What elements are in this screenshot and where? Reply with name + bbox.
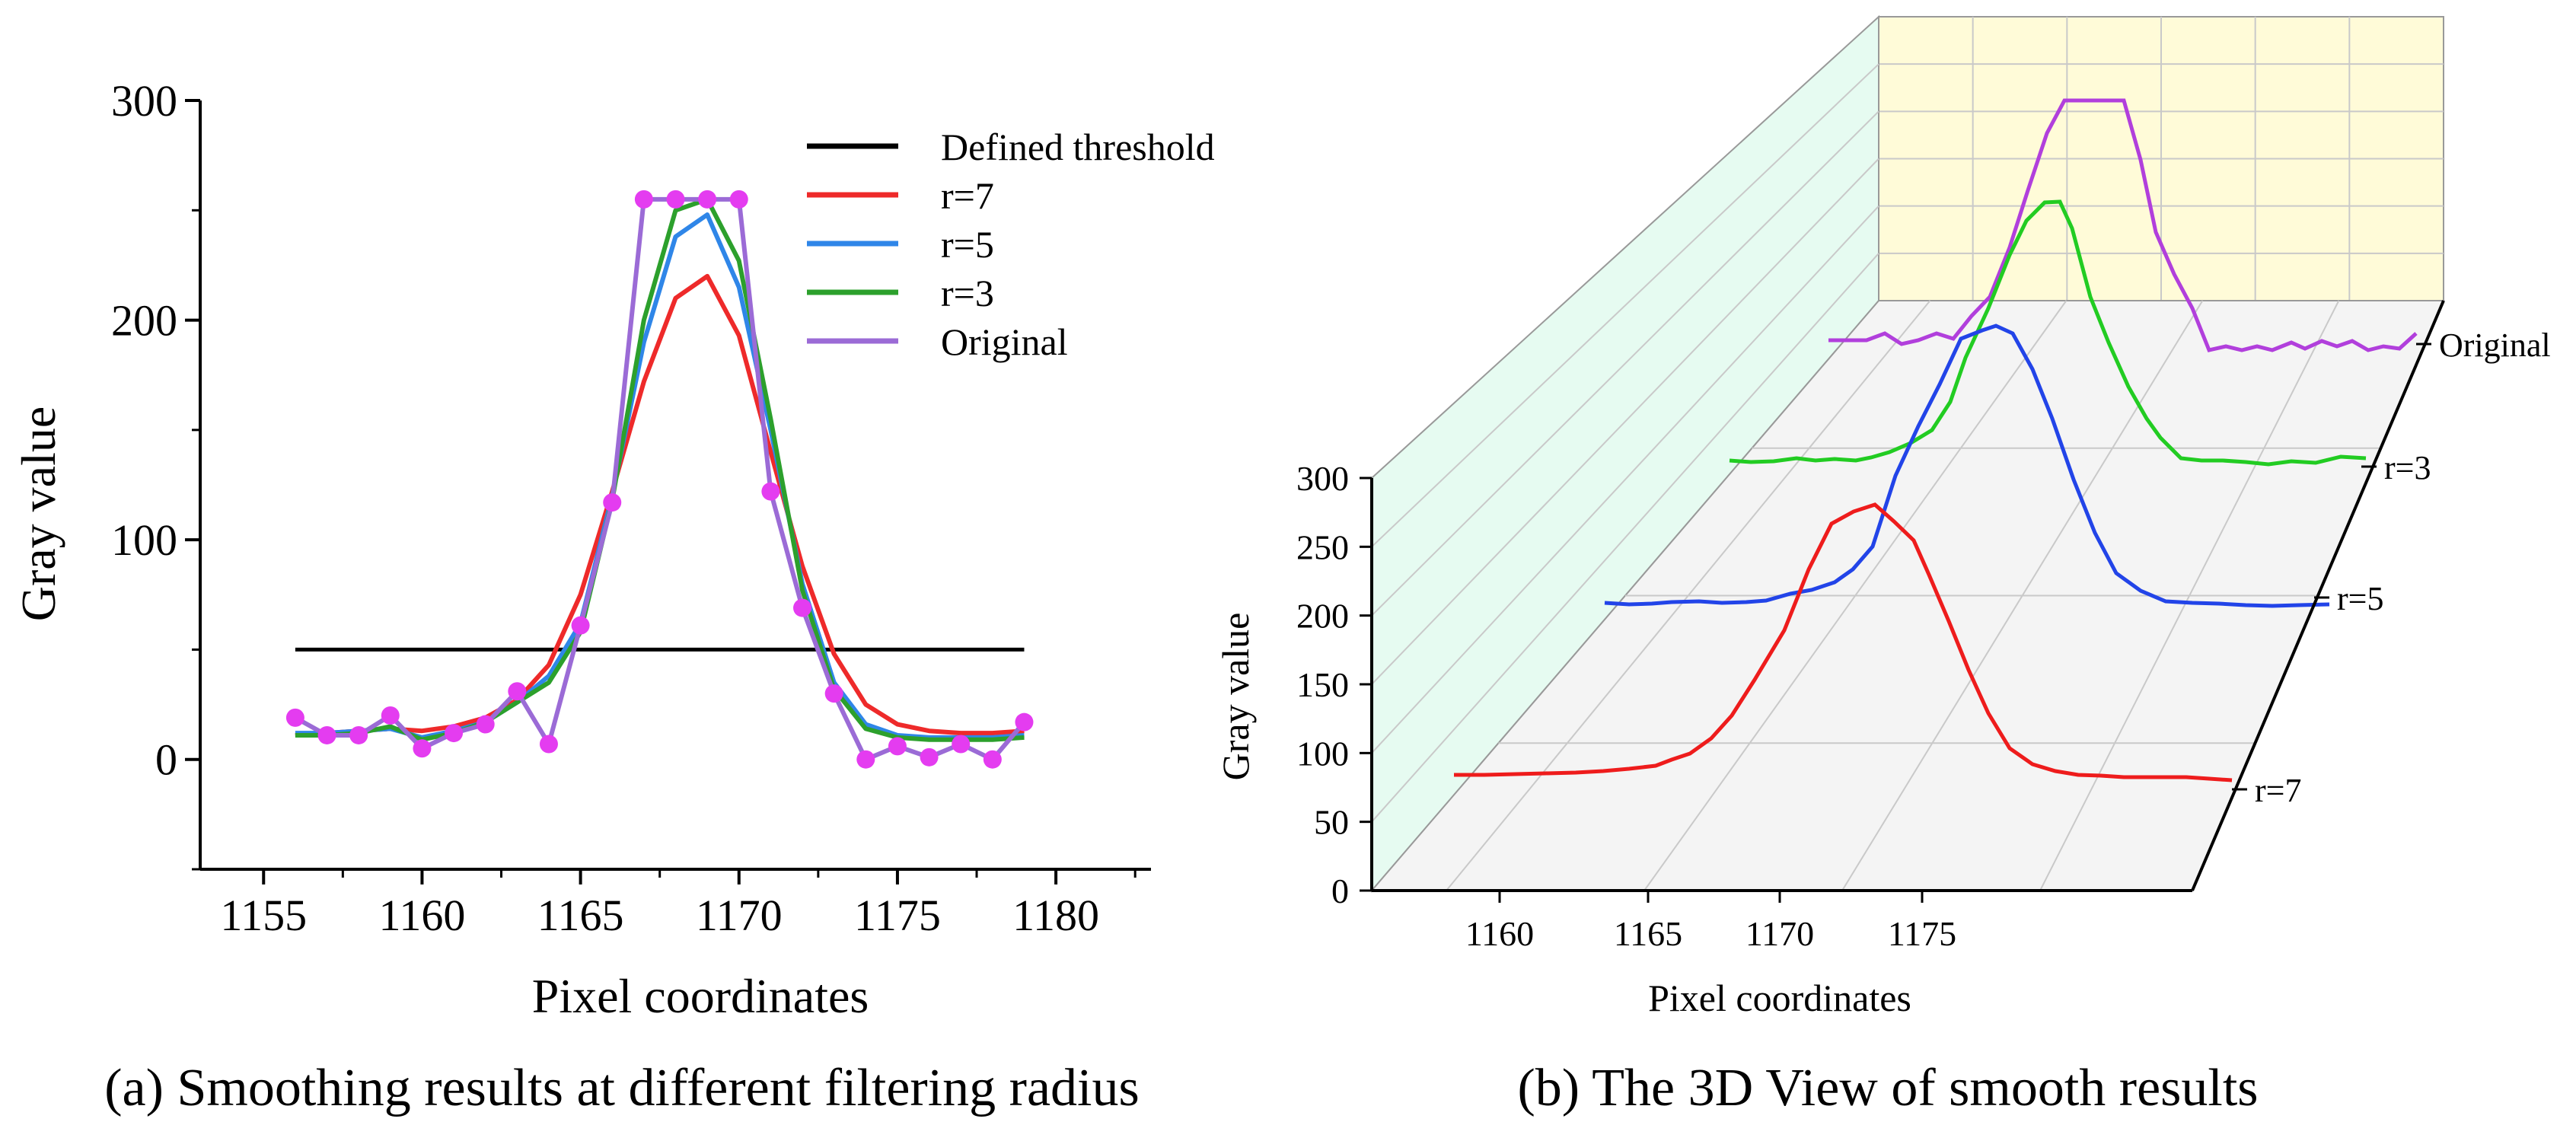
original-point	[571, 616, 590, 635]
series-line-r-5	[295, 212, 1025, 740]
curve-r5	[1604, 323, 2330, 608]
original-point	[888, 737, 907, 756]
legend-label: r=5	[941, 223, 994, 266]
depth-tick-label-b: r=3	[2384, 449, 2431, 486]
y-ticks-a: 0 100 200 300	[111, 76, 200, 871]
x-tick-label-a: 1170	[696, 891, 783, 940]
original-point	[983, 750, 1002, 769]
legend-label: r=7	[941, 174, 994, 217]
z-tick-label-b: 100	[1296, 734, 1349, 773]
depth-tick-label-b: r=5	[2337, 580, 2383, 617]
side-grid-line	[1371, 158, 1879, 685]
x-tick-label-b: 1170	[1745, 914, 1814, 953]
legend-label: r=3	[941, 272, 994, 314]
y-tick-label-a: 100	[111, 515, 177, 565]
original-point	[634, 190, 653, 209]
x-axis-label-a: Pixel coordinates	[532, 969, 869, 1023]
side-grid-line	[1371, 253, 1879, 823]
z-tick-label-b: 0	[1331, 872, 1349, 910]
original-point	[729, 190, 748, 209]
z-tick-label-b: 50	[1314, 803, 1349, 842]
original-point	[856, 750, 875, 769]
back-wall-grid	[1879, 17, 2444, 301]
original-point	[920, 747, 939, 767]
y-axis-label-a: Gray value	[11, 406, 65, 622]
legend-label: Original	[941, 320, 1068, 363]
original-point	[793, 598, 812, 617]
y-axis-label-b: Gray value	[1214, 613, 1257, 781]
x-tick-label-a: 1175	[854, 891, 941, 940]
series-lines-a	[294, 196, 1026, 762]
depth-tick-label-b: Original	[2439, 327, 2551, 364]
original-point	[666, 190, 685, 209]
depth-axis-b	[2191, 300, 2445, 891]
side-wall-grid	[1371, 63, 1879, 823]
y-tick-label-a: 200	[111, 296, 177, 346]
original-point	[539, 735, 558, 754]
caption-b: (b) The 3D View of smooth results	[1517, 1059, 2258, 1117]
x-tick-label-b: 1160	[1465, 914, 1534, 953]
legend-label: Defined threshold	[941, 126, 1215, 168]
original-point	[952, 735, 971, 754]
x-tick-label-a: 1155	[220, 891, 307, 940]
depth-ticks-b: r=7 r=5 r=3 Original	[2232, 327, 2551, 809]
floor-grid	[1446, 300, 2381, 891]
original-point	[824, 684, 843, 703]
chart-a: 0 100 200 300 1155 1160 1165 1170 1175 1180 Defi…	[11, 76, 1215, 1117]
x-ticks-b: 1160 1165 1170 1175	[1465, 891, 1956, 953]
z-tick-label-b: 300	[1296, 459, 1349, 498]
x-tick-label-b: 1175	[1888, 914, 1956, 953]
y-tick-label-a: 300	[111, 76, 177, 126]
side-grid-line	[1371, 110, 1879, 617]
original-point	[603, 493, 622, 512]
original-point	[285, 708, 304, 727]
curve-r7	[1454, 502, 2233, 782]
x-tick-label-b: 1165	[1614, 914, 1682, 953]
x-tick-label-a: 1160	[379, 891, 466, 940]
z-ticks-b: 0 50 100 150 200 250 300	[1296, 459, 1372, 910]
z-tick-label-b: 150	[1296, 665, 1349, 704]
series-line-r-7	[295, 273, 1025, 738]
original-point	[761, 482, 780, 501]
original-point	[476, 715, 495, 734]
caption-a: (a) Smoothing results at different filte…	[104, 1059, 1140, 1117]
legend-a: Defined threshold r=7 r=5 r=3 Original	[807, 126, 1215, 363]
z-tick-label-b: 250	[1296, 527, 1349, 566]
original-point	[1015, 712, 1034, 731]
x-axis-label-b: Pixel coordinates	[1648, 977, 1911, 1019]
original-point	[698, 190, 717, 209]
series-line-r-3	[295, 196, 1025, 742]
original-point	[381, 706, 400, 725]
original-point	[349, 725, 368, 744]
x-tick-label-a: 1165	[537, 891, 624, 940]
original-point	[413, 739, 432, 758]
x-tick-label-a: 1180	[1012, 891, 1099, 940]
original-markers	[285, 190, 1034, 769]
x-ticks-a: 1155 1160 1165 1170 1175 1180	[220, 869, 1137, 940]
side-grid-line	[1371, 205, 1879, 754]
original-point	[508, 682, 527, 701]
z-tick-label-b: 200	[1296, 597, 1349, 636]
original-point	[317, 725, 336, 744]
side-grid-line	[1371, 63, 1879, 548]
curve-r3	[1729, 199, 2367, 467]
y-tick-label-a: 0	[155, 735, 177, 785]
depth-tick-label-b: r=7	[2255, 772, 2301, 809]
original-point	[445, 724, 464, 743]
curve-original	[1828, 98, 2418, 352]
